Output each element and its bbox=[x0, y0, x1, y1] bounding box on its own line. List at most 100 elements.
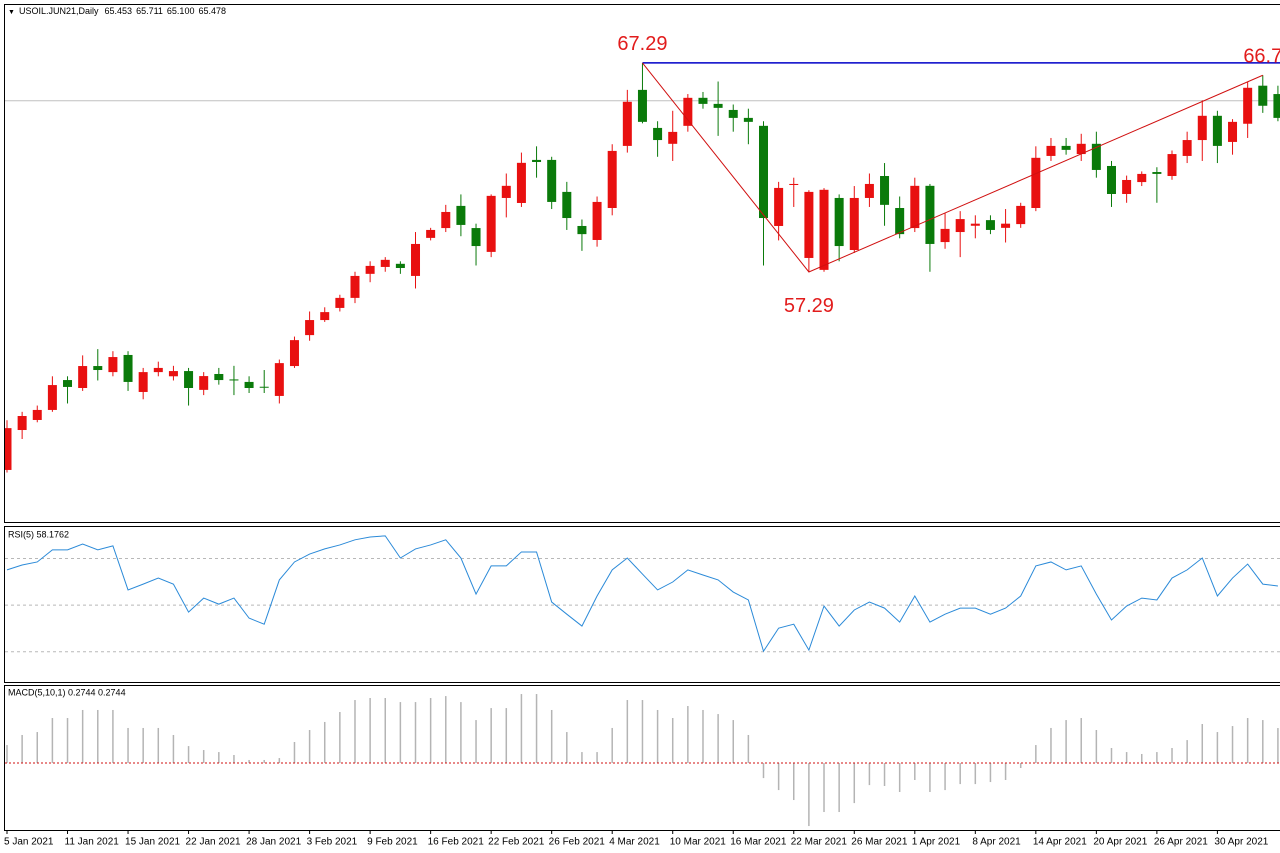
x-tick-label: 16 Mar 2021 bbox=[730, 837, 787, 848]
macd-panel-frame bbox=[4, 685, 1280, 831]
candle-body bbox=[93, 366, 103, 371]
candle-body bbox=[78, 366, 88, 388]
candle-body bbox=[743, 117, 753, 122]
x-tick-label: 9 Feb 2021 bbox=[367, 837, 418, 848]
candle-body bbox=[728, 109, 738, 118]
candle-body bbox=[1212, 115, 1222, 146]
x-tick-label: 22 Feb 2021 bbox=[488, 837, 545, 848]
candle-body bbox=[804, 191, 814, 258]
candle-body bbox=[1273, 94, 1280, 118]
x-tick-label: 1 Apr 2021 bbox=[912, 837, 961, 848]
candle-body bbox=[108, 357, 118, 373]
candle-body bbox=[486, 195, 496, 252]
menu-arrow[interactable]: ▼ bbox=[8, 9, 15, 16]
candle-body bbox=[698, 97, 708, 104]
candle-body bbox=[1061, 145, 1071, 150]
main-header: USOIL.JUN21,Daily 65.453 65.711 65.100 65.47… bbox=[19, 6, 226, 16]
candle-body bbox=[214, 373, 224, 381]
ohlc-close: 65.478 bbox=[198, 6, 226, 16]
candle-body bbox=[607, 150, 617, 208]
ohlc-low: 65.100 bbox=[167, 6, 195, 16]
candle-body bbox=[864, 183, 874, 198]
x-tick-label: 5 Jan 2021 bbox=[4, 837, 54, 848]
candle-body bbox=[577, 225, 587, 235]
candle-body bbox=[47, 385, 57, 410]
candle-body bbox=[153, 367, 163, 373]
x-tick-label: 10 Mar 2021 bbox=[670, 837, 727, 848]
x-tick-label: 20 Apr 2021 bbox=[1093, 837, 1147, 848]
main-panel-frame bbox=[4, 4, 1280, 523]
candle-body bbox=[1137, 173, 1147, 183]
candle-body bbox=[516, 162, 526, 203]
annotation-label: 66.7 bbox=[1243, 46, 1280, 68]
candle-body bbox=[456, 205, 466, 225]
candle-body bbox=[5, 428, 12, 470]
candle-body bbox=[138, 372, 148, 392]
rsi-line bbox=[6, 535, 1278, 653]
candle-body bbox=[32, 409, 42, 420]
candle-body bbox=[17, 416, 27, 431]
candle-body bbox=[683, 97, 693, 126]
candle-body bbox=[411, 243, 421, 276]
candle-body bbox=[1197, 115, 1207, 141]
x-tick-label: 26 Mar 2021 bbox=[851, 837, 908, 848]
candle-body bbox=[1182, 140, 1192, 156]
candle-body bbox=[1152, 172, 1162, 174]
candle-body bbox=[365, 265, 375, 274]
candle-body bbox=[244, 381, 254, 388]
candle-body bbox=[955, 219, 965, 233]
candle-body bbox=[1243, 87, 1253, 124]
candle-body bbox=[1122, 179, 1132, 194]
candle-body bbox=[592, 201, 602, 240]
x-tick-label: 15 Jan 2021 bbox=[125, 837, 180, 848]
ohlc-high: 65.711 bbox=[136, 6, 163, 16]
x-tick-label: 4 Mar 2021 bbox=[609, 837, 660, 848]
candle-body bbox=[274, 363, 284, 396]
candle-body bbox=[426, 229, 436, 238]
candle-body bbox=[199, 376, 209, 390]
main-panel: 67.29 57.29 66.7 bbox=[5, 33, 1280, 473]
rsi-panel bbox=[5, 535, 1280, 653]
candle-body bbox=[834, 197, 844, 247]
candle-body bbox=[910, 185, 920, 229]
candle-body bbox=[395, 263, 405, 268]
candle-body bbox=[1046, 145, 1056, 156]
candle-body bbox=[168, 371, 178, 377]
candle-body bbox=[713, 103, 723, 108]
candle-body bbox=[63, 380, 73, 387]
candle-body bbox=[471, 228, 481, 247]
annotation-label: 57.29 bbox=[784, 295, 834, 317]
candle-body bbox=[970, 223, 980, 226]
candle-body bbox=[759, 125, 768, 219]
symbol: USOIL.JUN21,Daily bbox=[19, 6, 99, 16]
candle-body bbox=[229, 379, 239, 381]
candle-body bbox=[1258, 85, 1268, 106]
x-tick-label: 22 Mar 2021 bbox=[791, 837, 848, 848]
x-axis: 5 Jan 2021 11 Jan 2021 15 Jan 2021 22 Jan 2… bbox=[4, 830, 1269, 848]
candle-body bbox=[849, 197, 859, 251]
x-tick-label: 30 Apr 2021 bbox=[1214, 837, 1268, 848]
x-tick-label: 26 Feb 2021 bbox=[549, 837, 606, 848]
candle-body bbox=[501, 185, 511, 198]
candle-body bbox=[880, 176, 890, 205]
candle-body bbox=[653, 127, 663, 141]
candle-body bbox=[1031, 157, 1041, 208]
candle-body bbox=[940, 228, 950, 243]
candle-body bbox=[380, 259, 390, 267]
rsi-panel-frame bbox=[4, 526, 1280, 683]
ohlc-open: 65.453 bbox=[105, 6, 133, 16]
candle-body bbox=[547, 159, 557, 202]
x-tick-label: 22 Jan 2021 bbox=[186, 837, 241, 848]
candle-body bbox=[184, 371, 194, 388]
candle-body bbox=[789, 183, 799, 185]
candle-body bbox=[335, 297, 345, 308]
candle-body bbox=[985, 220, 995, 230]
annotation-label: 67.29 bbox=[617, 33, 667, 55]
candle-body bbox=[1076, 143, 1086, 155]
x-tick-label: 26 Apr 2021 bbox=[1154, 837, 1208, 848]
candle-body bbox=[562, 191, 572, 219]
candle-body bbox=[895, 207, 905, 235]
